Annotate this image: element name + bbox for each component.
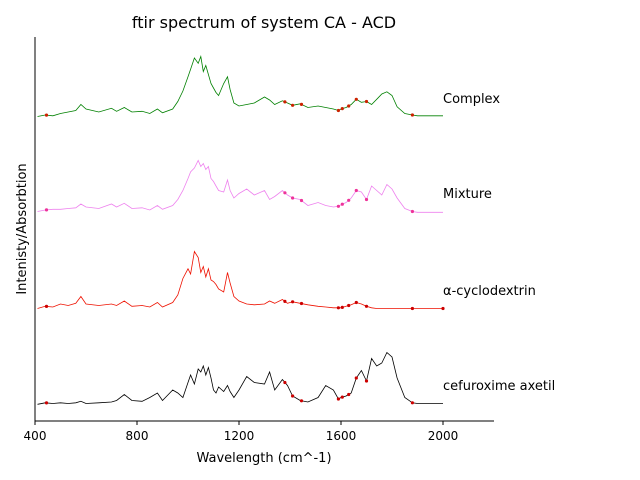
peak-marker bbox=[336, 397, 340, 401]
peak-marker bbox=[354, 97, 358, 101]
peak-marker bbox=[336, 108, 340, 113]
peak-marker bbox=[340, 107, 344, 111]
series-labels-layer: Complex Mixture α-cyclodextrin cefuroxime a… bbox=[443, 92, 555, 394]
peak-marker bbox=[299, 198, 304, 203]
peak-marker bbox=[410, 306, 414, 311]
x-axis-label: Wavelength (cm^-1) bbox=[196, 451, 331, 466]
peak-marker bbox=[364, 197, 369, 202]
series-label: Mixture bbox=[443, 187, 492, 202]
peak-marker bbox=[283, 100, 287, 104]
series-line bbox=[37, 54, 443, 117]
peak-marker bbox=[364, 379, 369, 383]
peak-marker bbox=[441, 306, 445, 311]
peak-marker bbox=[354, 300, 358, 305]
peak-marker bbox=[44, 401, 49, 405]
peak-marker bbox=[299, 399, 304, 403]
x-tick-label: 1600 bbox=[326, 429, 357, 443]
peak-marker bbox=[283, 380, 287, 385]
peak-marker bbox=[44, 113, 49, 117]
peak-marker bbox=[347, 392, 351, 397]
series-label: α-cyclodextrin bbox=[443, 284, 536, 299]
peak-marker bbox=[410, 113, 414, 117]
peak-marker bbox=[340, 305, 344, 309]
peak-marker bbox=[340, 395, 344, 399]
x-tick-label: 400 bbox=[24, 429, 47, 443]
peak-marker bbox=[340, 202, 344, 206]
peak-marker bbox=[336, 306, 340, 310]
peak-marker bbox=[44, 208, 49, 212]
peak-marker bbox=[291, 300, 295, 304]
peak-marker bbox=[291, 394, 295, 398]
peak-marker bbox=[291, 103, 295, 107]
series-label: cefuroxime axetil bbox=[443, 379, 555, 394]
x-tick-label: 800 bbox=[126, 429, 149, 443]
series-label: Complex bbox=[443, 92, 500, 107]
peak-marker bbox=[354, 376, 358, 380]
chart-title: ftir spectrum of system CA - ACD bbox=[132, 13, 396, 32]
peak-marker bbox=[283, 299, 287, 303]
peak-marker bbox=[410, 209, 414, 214]
peak-marker bbox=[347, 198, 351, 202]
x-tick-label: 2000 bbox=[428, 429, 459, 443]
peak-marker bbox=[44, 304, 49, 308]
peak-marker bbox=[299, 102, 304, 106]
peak-marker bbox=[354, 188, 358, 193]
x-tick-label: 1200 bbox=[224, 429, 255, 443]
traces-layer bbox=[37, 54, 445, 405]
y-axis-label: Intenisty/Absorbtion bbox=[15, 163, 30, 294]
series-line bbox=[37, 159, 443, 213]
peak-marker bbox=[336, 204, 340, 208]
peak-marker bbox=[410, 401, 414, 405]
peak-marker bbox=[347, 104, 351, 108]
peak-marker bbox=[364, 99, 369, 104]
series-line bbox=[37, 250, 443, 309]
peak-marker bbox=[291, 196, 295, 200]
peak-marker bbox=[364, 304, 369, 308]
peak-marker bbox=[299, 301, 304, 306]
peak-marker bbox=[347, 303, 351, 308]
series-line bbox=[37, 351, 443, 405]
peak-marker bbox=[283, 191, 287, 195]
x-ticks: 400 800 1200 1600 2000 bbox=[24, 421, 459, 443]
